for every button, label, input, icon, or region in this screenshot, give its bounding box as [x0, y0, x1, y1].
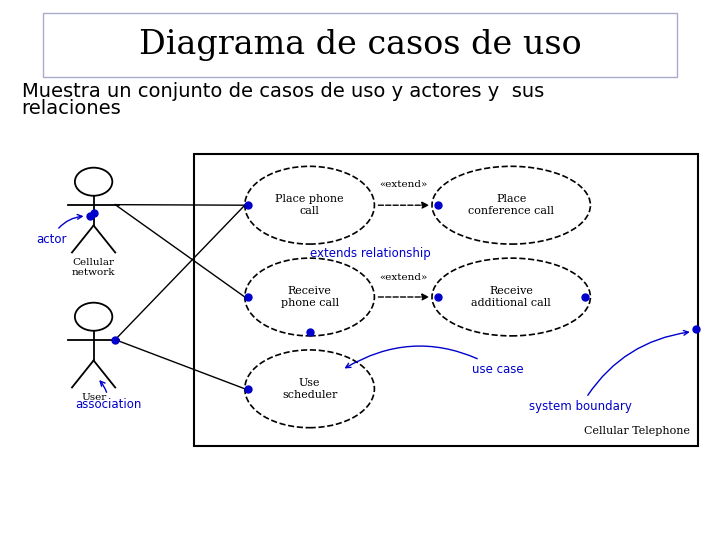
Text: relaciones: relaciones: [22, 98, 122, 118]
Text: actor: actor: [36, 214, 82, 246]
Text: use case: use case: [346, 346, 523, 376]
Text: system boundary: system boundary: [529, 330, 688, 414]
Ellipse shape: [245, 350, 374, 428]
Text: Place phone
call: Place phone call: [275, 194, 344, 216]
Text: Place
conference call: Place conference call: [468, 194, 554, 216]
Text: Cellular
network: Cellular network: [72, 258, 115, 277]
Ellipse shape: [245, 258, 374, 336]
Text: Cellular Telephone: Cellular Telephone: [584, 426, 690, 436]
Bar: [194, 154, 698, 446]
Text: «extend»: «extend»: [379, 180, 428, 189]
Ellipse shape: [245, 166, 374, 244]
FancyBboxPatch shape: [43, 13, 677, 77]
Text: Muestra un conjunto de casos de uso y actores y  sus: Muestra un conjunto de casos de uso y ac…: [22, 82, 544, 102]
Ellipse shape: [432, 166, 590, 244]
Text: Diagrama de casos de uso: Diagrama de casos de uso: [139, 29, 581, 61]
Text: User: User: [81, 393, 107, 402]
Text: Use
scheduler: Use scheduler: [282, 378, 337, 400]
Text: Receive
additional call: Receive additional call: [472, 286, 551, 308]
Text: «extend»: «extend»: [379, 273, 428, 282]
Text: association: association: [76, 381, 142, 411]
Ellipse shape: [432, 258, 590, 336]
Text: extends relationship: extends relationship: [310, 247, 431, 260]
Text: Receive
phone call: Receive phone call: [281, 286, 338, 308]
